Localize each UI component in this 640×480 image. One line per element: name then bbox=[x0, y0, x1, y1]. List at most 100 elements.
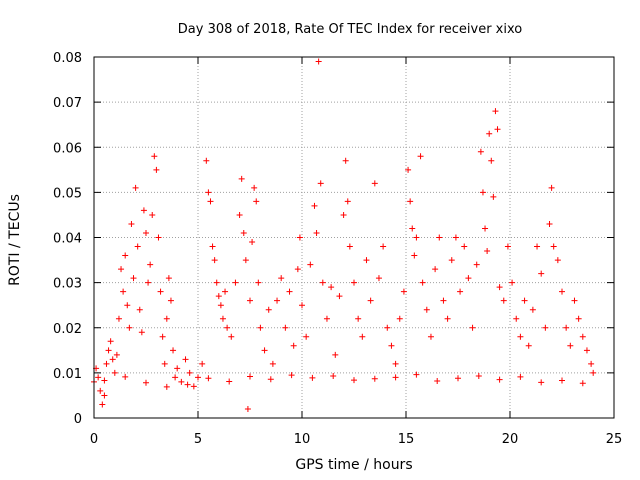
data-point bbox=[336, 293, 343, 300]
y-tick-label: 0.04 bbox=[53, 232, 82, 247]
data-point bbox=[525, 342, 532, 349]
data-point bbox=[155, 234, 162, 241]
x-tick-label: 25 bbox=[606, 432, 623, 447]
data-point bbox=[107, 338, 114, 345]
data-point bbox=[238, 175, 245, 182]
data-point bbox=[488, 157, 495, 164]
data-point bbox=[261, 347, 268, 354]
data-point bbox=[413, 371, 420, 378]
data-point bbox=[567, 342, 574, 349]
data-point bbox=[486, 130, 493, 137]
data-point bbox=[407, 198, 414, 205]
data-point bbox=[477, 148, 484, 155]
data-point bbox=[95, 374, 102, 381]
data-point bbox=[307, 261, 314, 268]
data-point bbox=[236, 211, 243, 218]
data-point bbox=[436, 234, 443, 241]
data-point bbox=[143, 229, 149, 236]
data-point bbox=[251, 184, 258, 191]
data-point bbox=[122, 252, 129, 259]
data-point bbox=[388, 342, 395, 349]
y-tick-label: 0.05 bbox=[53, 186, 82, 201]
data-point bbox=[323, 315, 330, 322]
data-point bbox=[294, 266, 301, 273]
data-point bbox=[299, 302, 305, 309]
data-point bbox=[140, 207, 147, 214]
data-point bbox=[496, 376, 503, 383]
data-point bbox=[434, 377, 441, 384]
data-point bbox=[136, 306, 143, 313]
data-point bbox=[384, 324, 391, 331]
x-tick-label: 15 bbox=[398, 432, 415, 447]
data-point bbox=[247, 297, 253, 304]
data-point bbox=[226, 378, 233, 385]
data-point bbox=[328, 284, 335, 291]
data-point bbox=[244, 405, 251, 412]
data-point bbox=[296, 234, 303, 241]
data-point bbox=[492, 108, 499, 115]
data-point bbox=[571, 297, 578, 304]
data-point bbox=[288, 372, 295, 379]
data-point bbox=[178, 378, 185, 385]
axis-ticks bbox=[93, 56, 615, 419]
data-point bbox=[224, 324, 231, 331]
x-tick-label: 10 bbox=[294, 432, 311, 447]
data-point bbox=[309, 374, 316, 381]
data-point bbox=[392, 360, 399, 367]
data-point bbox=[342, 157, 349, 164]
y-tick-label: 0.01 bbox=[53, 367, 82, 382]
data-point bbox=[174, 365, 181, 372]
data-point bbox=[97, 387, 104, 394]
data-point bbox=[457, 288, 464, 295]
data-point bbox=[159, 333, 166, 340]
x-tick-label: 0 bbox=[90, 432, 98, 447]
data-point bbox=[400, 288, 407, 295]
data-point bbox=[465, 275, 472, 282]
data-point bbox=[355, 315, 362, 322]
data-point bbox=[529, 306, 536, 313]
data-point bbox=[432, 266, 439, 273]
data-point bbox=[149, 211, 156, 218]
data-point bbox=[517, 333, 524, 340]
data-point bbox=[269, 360, 276, 367]
data-point bbox=[452, 234, 459, 241]
data-point bbox=[590, 369, 597, 376]
data-point bbox=[101, 377, 108, 384]
y-tick-label: 0.08 bbox=[53, 51, 82, 66]
data-point bbox=[242, 257, 249, 264]
data-point bbox=[247, 373, 253, 380]
y-tick-label: 0.06 bbox=[53, 141, 82, 156]
data-point bbox=[217, 302, 224, 309]
x-tick-label: 20 bbox=[502, 432, 519, 447]
data-point bbox=[232, 279, 239, 286]
data-point bbox=[423, 306, 430, 313]
data-point bbox=[411, 252, 418, 259]
data-point bbox=[199, 360, 206, 367]
data-point bbox=[504, 243, 511, 250]
data-point bbox=[542, 324, 549, 331]
data-point bbox=[548, 184, 555, 191]
data-point bbox=[317, 180, 324, 187]
data-point bbox=[359, 333, 366, 340]
data-point bbox=[122, 373, 129, 380]
data-point bbox=[484, 248, 491, 255]
x-tick-labels: 0 5 10 15 20 25 bbox=[90, 432, 622, 447]
data-point bbox=[371, 180, 378, 187]
data-point bbox=[99, 401, 106, 408]
data-point bbox=[209, 243, 216, 250]
data-point bbox=[282, 324, 289, 331]
data-point bbox=[255, 279, 262, 286]
data-point bbox=[228, 333, 235, 340]
data-point bbox=[163, 383, 170, 390]
data-point bbox=[113, 351, 120, 358]
data-point bbox=[211, 257, 218, 264]
data-point bbox=[550, 243, 557, 250]
data-point bbox=[115, 315, 122, 322]
data-point bbox=[278, 275, 285, 282]
data-point bbox=[163, 315, 170, 322]
data-point bbox=[274, 297, 281, 304]
data-point bbox=[249, 239, 256, 246]
x-axis-label: GPS time / hours bbox=[295, 457, 412, 473]
data-point bbox=[409, 225, 416, 232]
